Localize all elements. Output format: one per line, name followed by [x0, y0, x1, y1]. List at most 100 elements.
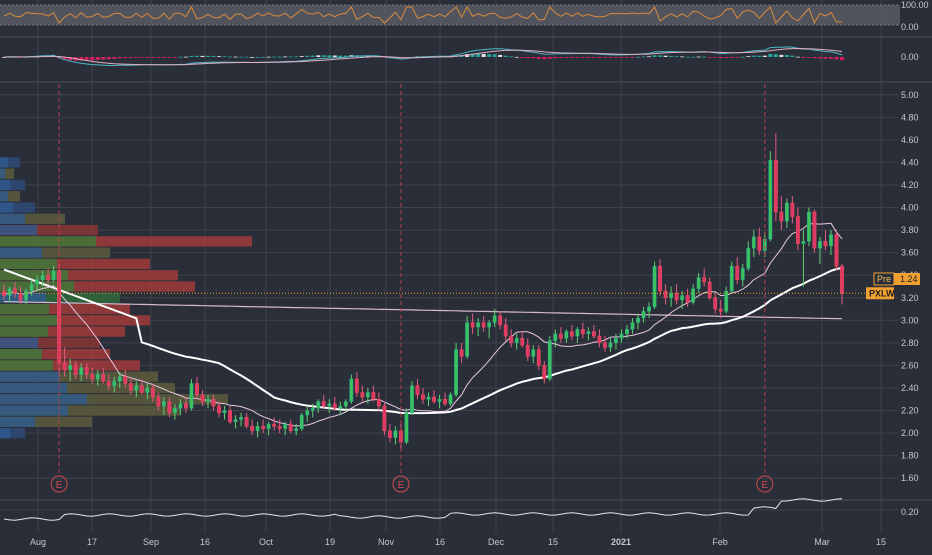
volume-profile-bar — [0, 213, 65, 224]
candle — [801, 230, 806, 287]
candle — [29, 279, 34, 296]
candle-body — [740, 268, 745, 280]
macd-histogram-bar — [558, 57, 563, 58]
volume-profile-bar — [0, 416, 92, 427]
candle — [18, 286, 23, 305]
macd-histogram-bar — [145, 57, 150, 58]
volume-profile-bar-segment — [0, 157, 8, 168]
time-axis-tick: 19 — [325, 537, 335, 547]
candle-body — [465, 322, 470, 357]
volume-profile-bar — [0, 202, 35, 213]
macd-histogram-bar — [569, 57, 574, 58]
candle — [586, 327, 591, 341]
macd-histogram-bar — [90, 57, 95, 61]
candle-body — [371, 392, 376, 400]
macd-histogram-bar — [762, 55, 767, 57]
candle-body — [134, 385, 139, 391]
candle — [652, 261, 657, 310]
candle — [156, 392, 161, 411]
macd-histogram-bar — [222, 56, 227, 58]
candle — [542, 360, 547, 384]
volume-profile-bar — [0, 236, 252, 247]
pre-label: Pre — [877, 274, 891, 284]
macd-histogram-bar — [751, 55, 756, 57]
candle-body — [354, 378, 359, 393]
volume-profile-bar-segment — [0, 168, 5, 179]
candle-body — [630, 322, 635, 330]
pane-dividers — [0, 36, 932, 501]
earnings-marker[interactable]: E — [756, 84, 774, 493]
volume-profile-bar-segment — [0, 360, 53, 371]
candle — [807, 207, 811, 246]
candle-body — [619, 333, 624, 339]
volume-profile-bar — [0, 258, 150, 270]
candle — [62, 347, 67, 377]
candle — [829, 230, 833, 255]
macd-histogram-bar — [663, 55, 668, 57]
candle — [393, 426, 398, 445]
volume-profile-bar — [0, 326, 125, 337]
candle — [812, 209, 817, 253]
macd-histogram-bar — [134, 57, 139, 58]
candle — [509, 329, 514, 348]
candle — [239, 412, 243, 427]
candle — [470, 313, 475, 334]
time-axis-tick: 16 — [435, 537, 445, 547]
candle-body — [228, 410, 232, 423]
candle — [167, 397, 172, 418]
candle — [294, 424, 299, 436]
macd-histogram-bar — [338, 55, 343, 57]
volume-profile-bar — [0, 315, 150, 326]
macd-histogram-bar — [498, 54, 503, 57]
candle-body — [156, 396, 161, 407]
candle — [222, 406, 227, 420]
candle-body — [410, 385, 414, 414]
candle-body — [658, 265, 662, 292]
candle-body — [636, 317, 640, 323]
candle — [663, 284, 668, 305]
candle — [608, 338, 613, 352]
candle-body — [724, 290, 729, 312]
macd-histogram-bar — [658, 55, 663, 57]
macd-histogram-bar — [768, 53, 773, 57]
macd-histogram-bar — [272, 56, 277, 58]
candle-body — [128, 383, 133, 391]
macd-histogram-bar — [586, 57, 591, 58]
candle-body — [553, 333, 558, 341]
macd-histogram-bar — [840, 57, 844, 61]
candle — [354, 372, 359, 398]
candle-body — [272, 423, 277, 427]
macd-histogram-bar — [724, 57, 729, 58]
time-axis-tick: Aug — [30, 537, 46, 547]
candle-body — [713, 297, 718, 310]
candle — [481, 315, 486, 332]
price-axis-tick: 3.00 — [901, 315, 919, 325]
earnings-marker[interactable]: E — [392, 84, 410, 493]
candle-body — [812, 211, 817, 249]
candle-body — [73, 365, 78, 375]
candle — [443, 392, 447, 407]
macd-histogram-bar — [542, 57, 547, 60]
bottom-axis-tick: 0.20 — [901, 507, 919, 517]
candle-body — [393, 430, 398, 438]
macd-histogram-bar — [834, 57, 839, 60]
macd-histogram-bar — [680, 56, 685, 58]
candle-body — [476, 322, 481, 328]
candle-body — [316, 401, 321, 409]
macd-histogram-bar — [183, 56, 188, 58]
price-axis-tick: 2.20 — [901, 406, 919, 416]
earnings-marker[interactable]: E — [50, 84, 68, 493]
candle — [68, 358, 73, 382]
volume-profile-bar — [0, 270, 178, 281]
macd-histogram-bar — [189, 55, 194, 57]
volume-profile-bar-segment — [0, 258, 57, 270]
ma50-line — [3, 267, 843, 415]
candle — [520, 331, 525, 348]
macd-histogram-bar — [172, 57, 177, 58]
candle — [139, 378, 144, 395]
candle-body — [46, 274, 51, 280]
time-axis-tick: Nov — [378, 537, 395, 547]
price-axis-tick: 3.20 — [901, 293, 919, 303]
